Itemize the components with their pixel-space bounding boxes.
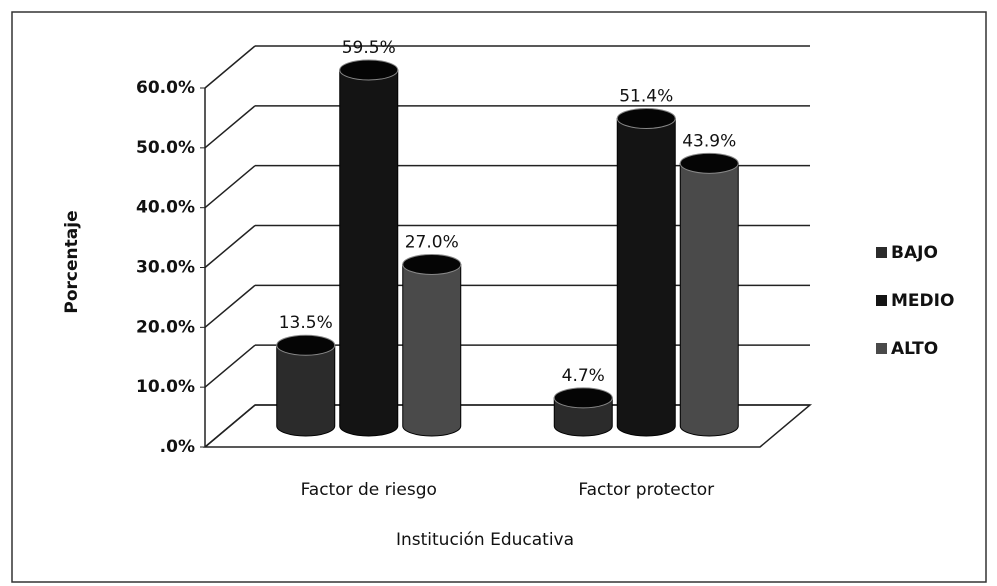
- x-tick-label: Factor de riesgo: [301, 480, 437, 500]
- side-grid-line: [204, 344, 256, 388]
- data-label: 43.9%: [682, 131, 736, 151]
- legend-label: MEDIO: [891, 291, 954, 311]
- data-label: 13.5%: [279, 313, 333, 333]
- bar: [402, 263, 462, 437]
- data-label: 59.5%: [342, 38, 396, 58]
- data-label: 51.4%: [619, 86, 673, 106]
- y-axis-title: Porcentaje: [62, 210, 82, 313]
- legend-swatch: [876, 247, 887, 258]
- bar-top: [402, 253, 462, 275]
- y-tick-label: 30.0%: [136, 258, 195, 278]
- side-grid-line: [204, 284, 256, 328]
- side-grid-line: [204, 404, 256, 448]
- y-tick-label: 60.0%: [136, 78, 195, 98]
- y-tick-label: 50.0%: [136, 138, 195, 158]
- chart-border: [11, 11, 987, 583]
- bar-top: [679, 152, 739, 174]
- bar: [276, 344, 336, 437]
- bar: [616, 117, 676, 437]
- bar-top: [553, 387, 613, 409]
- y-tick-label: 40.0%: [136, 198, 195, 218]
- data-label: 4.7%: [562, 366, 605, 386]
- bar-top: [339, 59, 399, 81]
- y-tick-label: .0%: [160, 437, 195, 457]
- legend-label: BAJO: [891, 243, 938, 263]
- bar-top: [276, 334, 336, 356]
- legend-swatch: [876, 295, 887, 306]
- bar: [679, 162, 739, 437]
- bar-top: [616, 107, 676, 129]
- y-tick-label: 20.0%: [136, 317, 195, 337]
- x-tick-label: Factor protector: [578, 480, 714, 500]
- bar: [553, 397, 613, 437]
- side-grid-line: [204, 224, 256, 269]
- side-grid-line: [204, 165, 256, 209]
- data-label: 27.0%: [405, 232, 459, 252]
- bar: [339, 69, 399, 437]
- legend-label: ALTO: [891, 339, 938, 359]
- x-axis-title: Institución Educativa: [396, 530, 574, 550]
- side-grid-line: [204, 45, 256, 89]
- legend-swatch: [876, 343, 887, 354]
- y-tick-label: 10.0%: [136, 377, 195, 397]
- side-grid-line: [204, 105, 256, 149]
